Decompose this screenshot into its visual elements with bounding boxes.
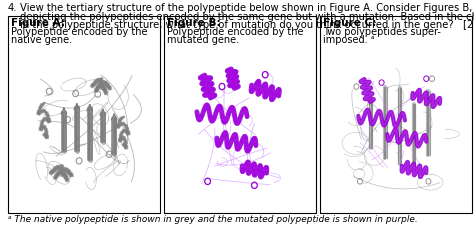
Text: depicting the polypeptides encoded by the same gene but with a mutation. Based i: depicting the polypeptides encoded by th…: [20, 12, 474, 21]
Text: Figure B:: Figure B:: [167, 18, 220, 28]
Text: in the polypeptide structure, what type of mutation do you think occurred in the: in the polypeptide structure, what type …: [20, 20, 474, 30]
Text: Polypeptide encoded by the: Polypeptide encoded by the: [167, 27, 303, 37]
Bar: [8, 16, 160, 213]
Text: native gene.: native gene.: [11, 35, 72, 45]
Text: mutated gene.: mutated gene.: [167, 35, 239, 45]
Text: Two polypeptides super-: Two polypeptides super-: [323, 27, 441, 37]
Bar: [320, 16, 472, 213]
Text: 4.: 4.: [8, 3, 18, 13]
Text: View the tertiary structure of the polypeptide below shown in Figure A. Consider: View the tertiary structure of the polyp…: [20, 3, 473, 13]
Text: Polypeptide encoded by the: Polypeptide encoded by the: [11, 27, 147, 37]
Text: Figure A:: Figure A:: [11, 18, 65, 28]
Text: ᵃ The native polypeptide is shown in grey and the mutated polypeptide is shown i: ᵃ The native polypeptide is shown in gre…: [8, 215, 418, 224]
Bar: [164, 16, 316, 213]
Text: Figure C:: Figure C:: [323, 18, 376, 28]
Text: imposed. ᵃ: imposed. ᵃ: [323, 35, 374, 45]
